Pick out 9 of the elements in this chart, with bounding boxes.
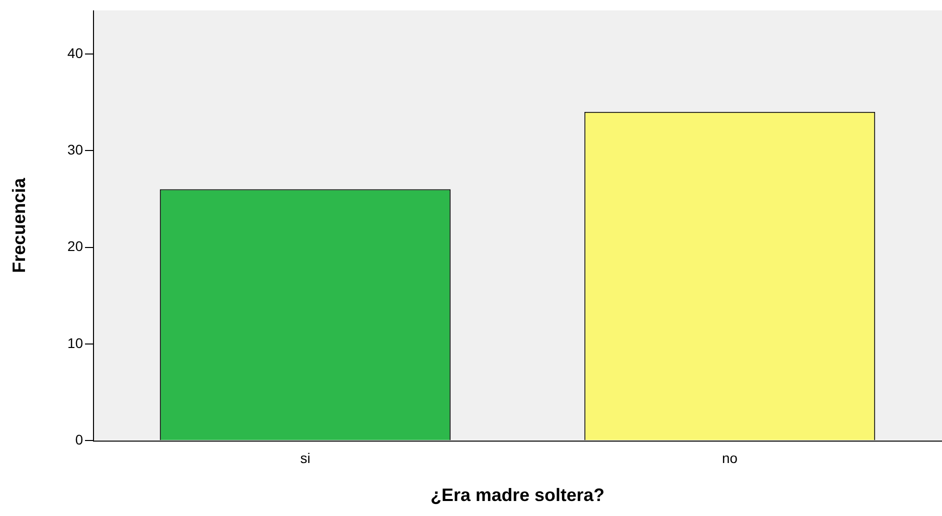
y-tick-label: 40 [67, 44, 84, 61]
y-tick-label: 30 [67, 141, 84, 158]
x-tick-label: no [722, 450, 738, 466]
x-tick-label: si [300, 450, 310, 466]
y-tick-label: 10 [67, 334, 84, 351]
x-axis-title: ¿Era madre soltera? [430, 485, 605, 506]
y-tick-label: 0 [75, 431, 84, 448]
y-axis-title: Frecuencia [8, 176, 29, 274]
y-tick-label: 20 [67, 238, 84, 254]
